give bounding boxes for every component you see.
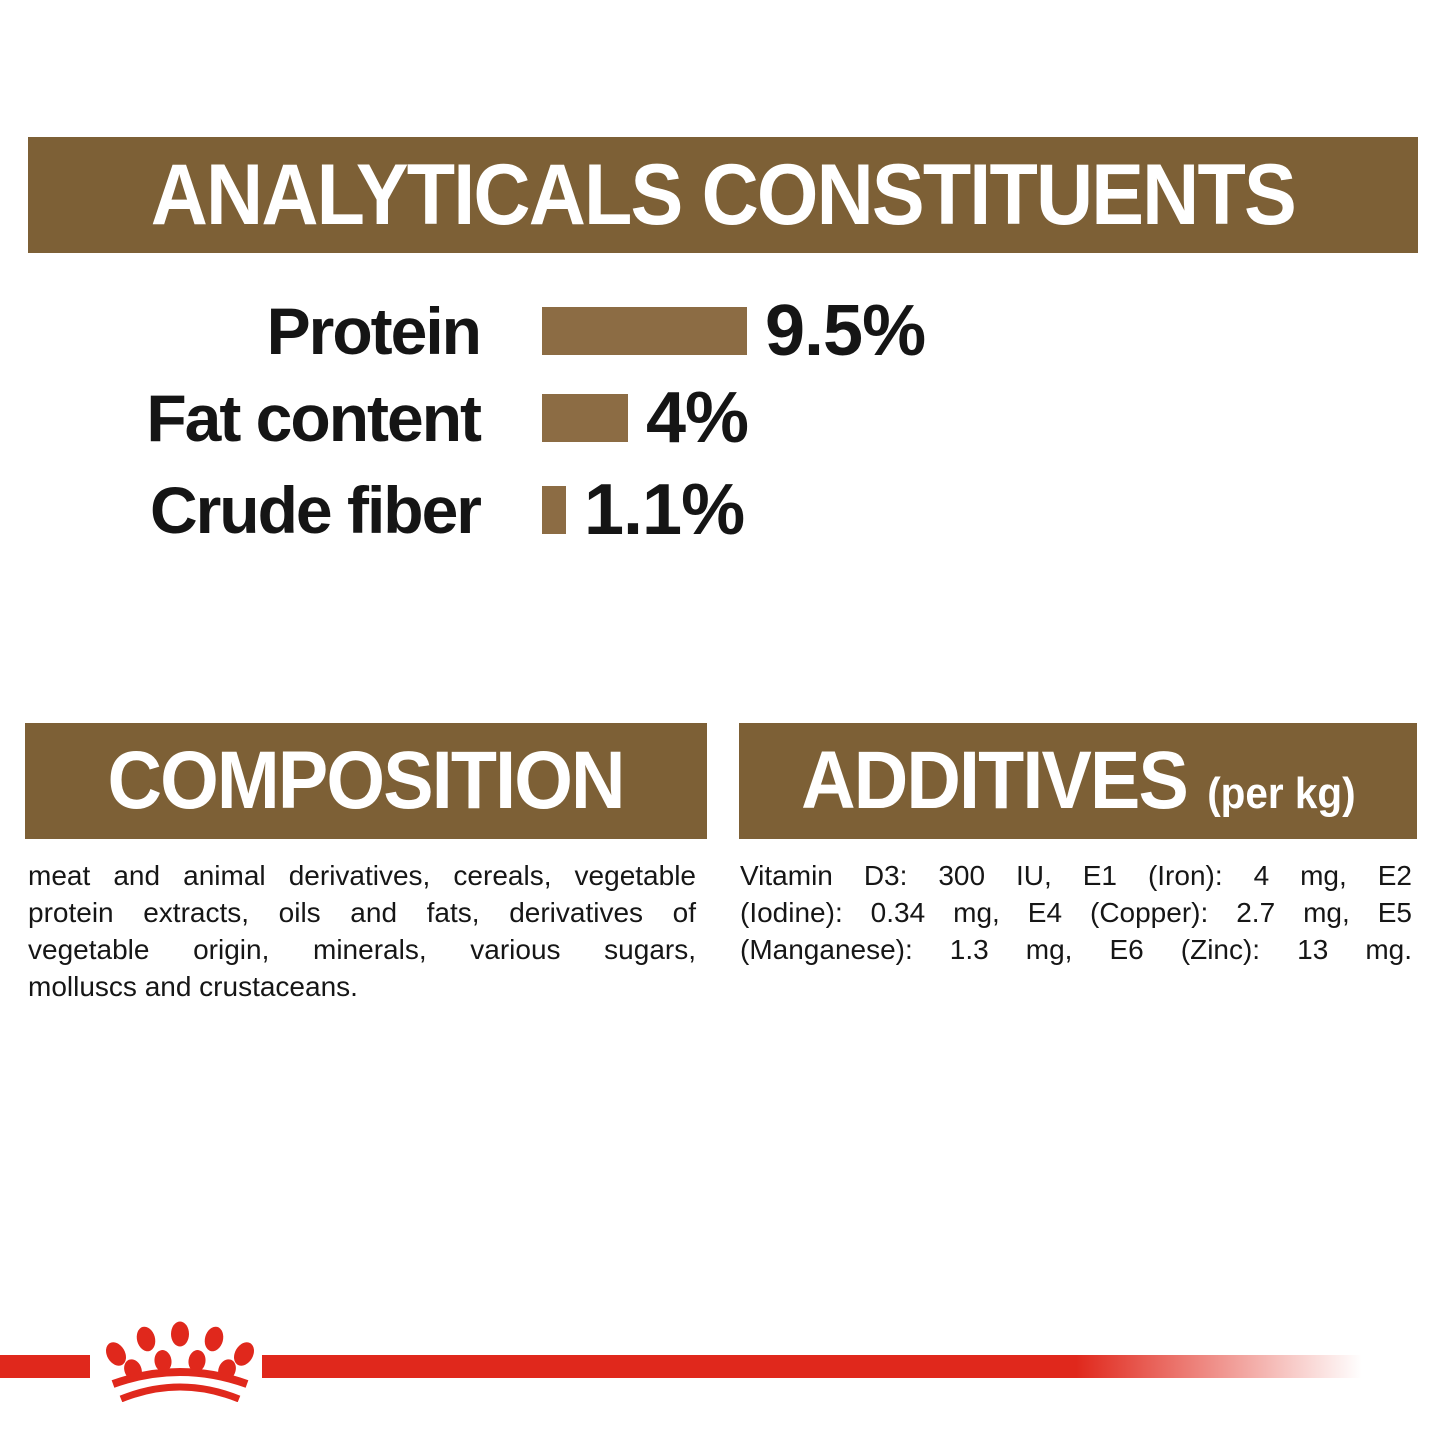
fat-content-bar bbox=[542, 394, 628, 442]
additives-line: Vitamin D3: 300 IU, E1 (Iron): 4 mg, E2 bbox=[740, 860, 1412, 891]
footer-stripe-left bbox=[0, 1355, 90, 1378]
protein-label: Protein bbox=[266, 294, 482, 368]
crude-fiber-label: Crude fiber bbox=[149, 473, 482, 547]
analyticals-header-bar: ANALYTICALS CONSTITUENTS bbox=[28, 137, 1418, 253]
footer-stripe-right bbox=[262, 1355, 1362, 1378]
crude-fiber-value: 1.1% bbox=[584, 470, 745, 550]
composition-line: molluscs and crustaceans. bbox=[28, 971, 358, 1002]
composition-text: meat and animal derivatives, cereals, ve… bbox=[28, 857, 696, 1005]
protein-value: 9.5% bbox=[765, 291, 926, 371]
chart-row-fat: Fat content 4% bbox=[28, 378, 1418, 458]
fat-content-value: 4% bbox=[646, 378, 749, 458]
additives-line: (Iodine): 0.34 mg, E4 (Copper): 2.7 mg, … bbox=[740, 897, 1412, 928]
additives-title-text: ADDITIVES bbox=[800, 735, 1189, 826]
chart-row-fiber: Crude fiber 1.1% bbox=[28, 470, 1418, 550]
composition-line: meat and animal derivatives, cereals, ve… bbox=[28, 860, 696, 891]
protein-bar bbox=[542, 307, 747, 355]
composition-header-bar: COMPOSITION bbox=[25, 723, 707, 839]
analyticals-title: ANALYTICALS CONSTITUENTS bbox=[150, 146, 1297, 243]
royal-canin-crown-icon bbox=[106, 1321, 254, 1402]
composition-line: protein extracts, oils and fats, derivat… bbox=[28, 897, 696, 928]
chart-row-protein: Protein 9.5% bbox=[28, 291, 1418, 371]
additives-text: Vitamin D3: 300 IU, E1 (Iron): 4 mg, E2 … bbox=[740, 857, 1412, 968]
crude-fiber-bar bbox=[542, 486, 566, 534]
additives-line: (Manganese): 1.3 mg, E6 (Zinc): 13 mg. bbox=[740, 934, 1412, 965]
additives-title: ADDITIVES (per kg) bbox=[801, 734, 1356, 828]
additives-unit-label: (per kg) bbox=[1206, 769, 1356, 818]
additives-header-bar: ADDITIVES (per kg) bbox=[739, 723, 1417, 839]
fat-content-label: Fat content bbox=[146, 381, 482, 455]
composition-title: COMPOSITION bbox=[107, 735, 626, 826]
composition-line: vegetable origin, minerals, various suga… bbox=[28, 934, 696, 965]
